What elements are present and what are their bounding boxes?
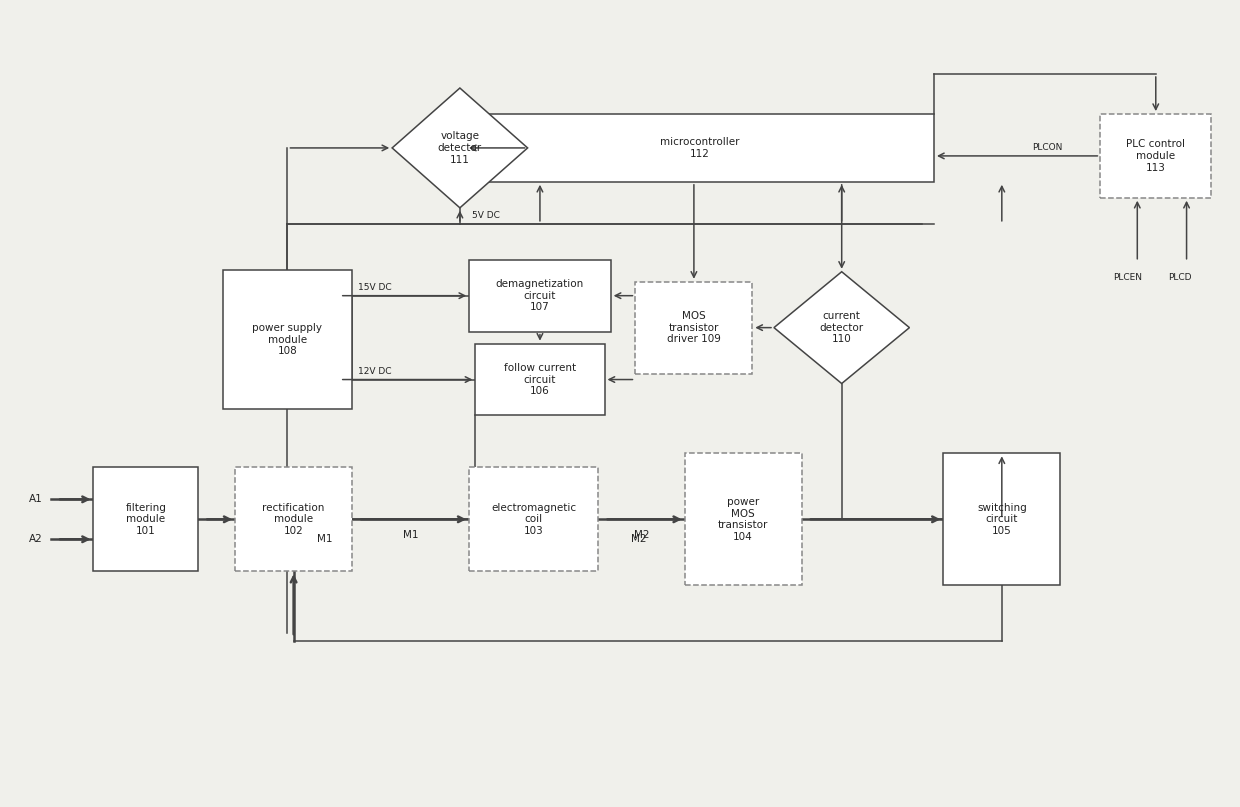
Text: power supply
module
108: power supply module 108 [253, 323, 322, 356]
Text: voltage
detector
111: voltage detector 111 [438, 132, 482, 165]
Text: M2: M2 [631, 534, 646, 544]
Text: follow current
circuit
106: follow current circuit 106 [503, 363, 577, 396]
Text: microcontroller
112: microcontroller 112 [661, 137, 740, 159]
FancyBboxPatch shape [236, 467, 352, 571]
FancyBboxPatch shape [466, 114, 934, 182]
FancyBboxPatch shape [1100, 114, 1211, 198]
Text: M1: M1 [403, 530, 418, 540]
Text: A2: A2 [29, 534, 42, 544]
Text: A1: A1 [29, 495, 42, 504]
Text: power
MOS
transistor
104: power MOS transistor 104 [718, 497, 769, 541]
FancyBboxPatch shape [469, 467, 599, 571]
Text: filtering
module
101: filtering module 101 [125, 503, 166, 536]
FancyBboxPatch shape [223, 270, 352, 409]
Text: 5V DC: 5V DC [472, 211, 500, 220]
FancyBboxPatch shape [93, 467, 198, 571]
Text: current
detector
110: current detector 110 [820, 311, 864, 345]
Text: rectification
module
102: rectification module 102 [263, 503, 325, 536]
FancyBboxPatch shape [684, 454, 802, 585]
Text: PLCD: PLCD [1168, 274, 1192, 282]
Text: 15V DC: 15V DC [358, 283, 392, 292]
FancyBboxPatch shape [469, 260, 611, 332]
Text: MOS
transistor
driver 109: MOS transistor driver 109 [667, 311, 720, 345]
FancyBboxPatch shape [635, 282, 753, 374]
Polygon shape [774, 272, 909, 383]
Polygon shape [392, 88, 528, 208]
Text: electromagnetic
coil
103: electromagnetic coil 103 [491, 503, 577, 536]
Text: switching
circuit
105: switching circuit 105 [977, 503, 1027, 536]
Text: PLC control
module
113: PLC control module 113 [1126, 140, 1185, 173]
Text: M2: M2 [634, 530, 650, 540]
Text: PLCON: PLCON [1033, 144, 1063, 153]
Text: PLCEN: PLCEN [1112, 274, 1142, 282]
Text: M1: M1 [316, 534, 332, 544]
Text: demagnetization
circuit
107: demagnetization circuit 107 [496, 279, 584, 312]
FancyBboxPatch shape [475, 344, 605, 416]
Text: 12V DC: 12V DC [358, 367, 392, 376]
FancyBboxPatch shape [944, 454, 1060, 585]
